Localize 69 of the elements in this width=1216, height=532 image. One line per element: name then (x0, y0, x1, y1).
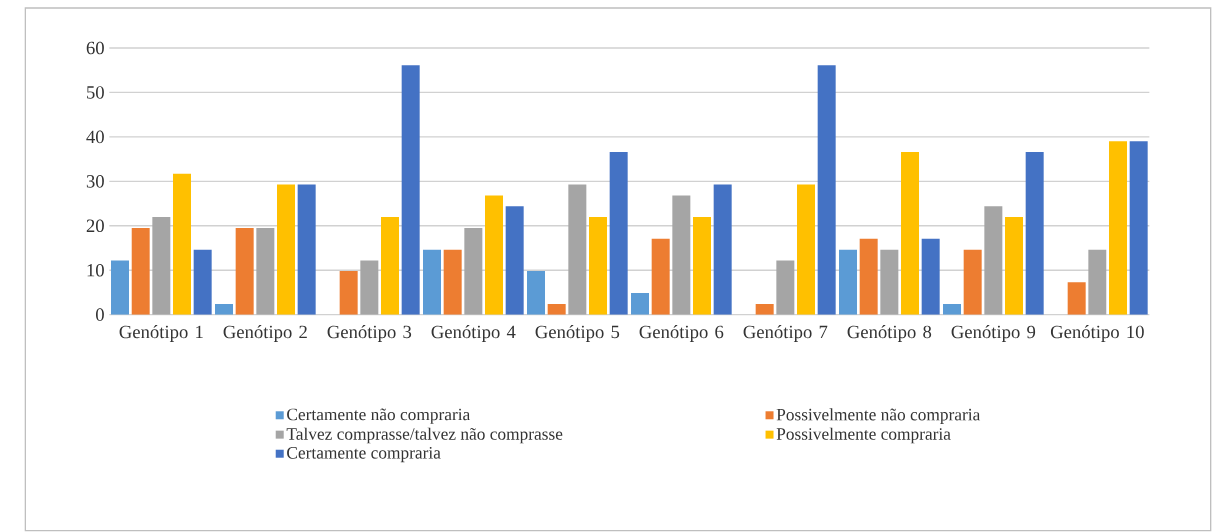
bar (984, 206, 1003, 315)
bar (277, 184, 296, 315)
x-tick-label: Genótipo 2 (223, 325, 307, 343)
bar (943, 304, 962, 315)
bar (360, 260, 379, 315)
bar (423, 249, 441, 315)
bar (1129, 141, 1148, 315)
y-tick-label: 60 (86, 41, 104, 55)
bar (651, 238, 670, 315)
x-tick-label: Genótipo 1 (119, 325, 203, 343)
legend-label: Possivelmente não compraria (776, 408, 981, 424)
bar (547, 304, 566, 315)
x-tick-label: Genótipo 3 (327, 325, 412, 343)
bar (755, 304, 774, 315)
bar (880, 249, 899, 315)
bar (693, 216, 712, 315)
x-tick-label: Genótipo 6 (639, 325, 724, 343)
bar (631, 292, 650, 315)
bar (609, 152, 628, 315)
bar (672, 195, 691, 315)
bar (256, 228, 275, 315)
bar (193, 249, 212, 315)
bar (963, 249, 982, 315)
x-tick-label: Genótipo 4 (431, 325, 516, 343)
bar (1025, 152, 1044, 315)
bar (817, 65, 836, 315)
bar (381, 216, 400, 315)
y-tick-label: 20 (86, 219, 104, 233)
x-tick-label: Genótipo 8 (847, 325, 932, 343)
bar (152, 216, 171, 315)
bar (339, 271, 358, 315)
bar (131, 228, 150, 315)
bar (111, 260, 130, 315)
bar (1005, 216, 1024, 315)
bar (235, 228, 254, 315)
y-tick-label: 0 (96, 308, 104, 321)
bar (215, 304, 233, 315)
bar (443, 249, 462, 315)
bar (921, 238, 940, 315)
legend-label: Certamente compraria (287, 446, 441, 463)
bar (464, 228, 483, 315)
bar (839, 249, 858, 315)
legend-label: Certamente não compraria (287, 408, 471, 424)
bar (401, 65, 420, 315)
y-tick-label: 30 (86, 175, 104, 188)
bar (1109, 141, 1128, 315)
x-tick-label: Genótipo 10 (1050, 325, 1144, 343)
y-tick-label: 40 (86, 130, 104, 144)
bar (173, 173, 191, 315)
bar (859, 238, 878, 315)
y-tick-label: 10 (87, 263, 104, 277)
x-tick-label: Genótipo 7 (743, 325, 828, 343)
bar (485, 195, 504, 315)
x-tick-label: Genótipo 9 (951, 325, 1036, 343)
x-tick-label: Genótipo 5 (535, 325, 620, 343)
bar (589, 216, 608, 315)
legend-label: Talvez comprasse/talvez não comprasse (286, 427, 563, 444)
bar (776, 260, 795, 315)
bar (713, 184, 732, 315)
bar (1088, 249, 1107, 315)
legend-label: Possivelmente compraria (776, 427, 951, 444)
bar (568, 184, 587, 315)
bar (297, 184, 316, 315)
bar (527, 271, 546, 315)
bar (505, 206, 524, 315)
y-tick-label: 50 (87, 86, 104, 99)
bar (1067, 282, 1086, 315)
bar (797, 184, 816, 315)
bar (901, 152, 920, 315)
